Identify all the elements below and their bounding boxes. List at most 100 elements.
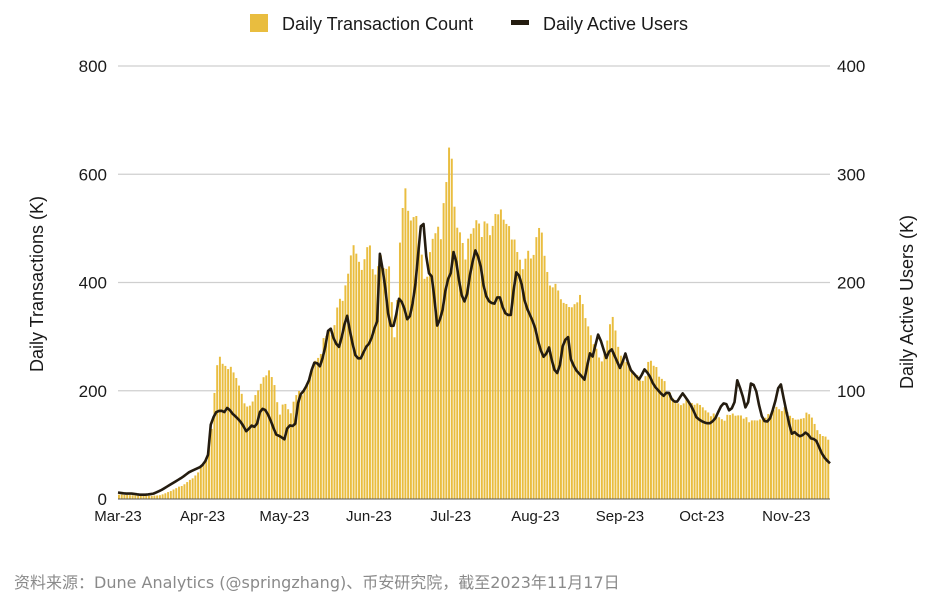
tx-bar <box>180 486 183 499</box>
tx-bar <box>355 253 358 499</box>
tx-bar <box>259 383 262 499</box>
tx-bar <box>527 250 530 499</box>
tx-bar <box>494 213 497 499</box>
tx-bar <box>276 402 279 499</box>
tx-bar <box>453 206 456 500</box>
tx-bar <box>186 482 189 499</box>
tx-bar <box>434 233 437 500</box>
tx-bar <box>565 303 568 499</box>
tx-bar <box>409 220 412 500</box>
right-axis-ticks: 100 200 300 400 <box>837 57 865 401</box>
tx-bar <box>704 410 707 499</box>
tx-bar <box>292 401 295 499</box>
x-tick-label: Jul-23 <box>430 508 471 525</box>
x-axis-ticks: Mar-23 Apr-23 May-23 Jun-23 Jul-23 Aug-23 Sep-… <box>94 508 810 525</box>
tx-bar <box>388 266 391 499</box>
tx-bar <box>456 227 459 499</box>
tx-bar <box>268 370 270 499</box>
tx-bar <box>284 403 287 499</box>
tx-bar <box>559 299 562 499</box>
tx-bar <box>205 458 208 499</box>
tx-bar <box>535 237 538 499</box>
tx-bar <box>666 391 669 499</box>
dau-line <box>117 222 831 496</box>
tx-bar <box>644 376 647 499</box>
left-tick-label: 0 <box>98 490 107 509</box>
tx-bar <box>769 415 772 499</box>
tx-bar <box>709 416 712 499</box>
tx-bar <box>720 419 723 499</box>
tx-bar <box>270 377 273 499</box>
tx-bar <box>821 436 824 499</box>
tx-bar <box>693 404 696 499</box>
tx-bar <box>750 420 753 499</box>
tx-bar <box>398 242 401 499</box>
tx-bar <box>248 405 251 499</box>
tx-bar <box>810 417 813 499</box>
transaction-bars <box>118 147 830 500</box>
tx-bar <box>363 259 366 499</box>
tx-bar <box>194 475 197 499</box>
tx-bar <box>145 495 148 499</box>
x-tick-label: Sep-23 <box>596 508 644 525</box>
tx-bar <box>169 491 172 499</box>
tx-bar <box>592 344 595 499</box>
tx-bar <box>243 403 246 499</box>
tx-bar <box>172 489 175 499</box>
tx-bar <box>428 252 431 499</box>
tx-bar <box>210 428 213 499</box>
tx-bar <box>767 414 770 499</box>
tx-bar <box>131 495 134 499</box>
tx-bar <box>238 385 240 499</box>
tx-bar <box>314 360 317 499</box>
tx-bar <box>459 232 461 499</box>
tx-bar <box>404 188 407 499</box>
legend-line-swatch <box>511 20 529 25</box>
tx-bar <box>516 252 519 499</box>
tx-bar <box>289 413 292 499</box>
tx-bar <box>636 375 639 499</box>
tx-bar <box>827 439 830 499</box>
tx-bar <box>764 417 767 499</box>
tx-bar <box>519 259 521 499</box>
tx-bar <box>819 434 822 499</box>
tx-bar <box>491 225 494 499</box>
tx-bar <box>139 495 142 499</box>
tx-bar <box>772 410 775 499</box>
tx-bar <box>418 244 421 499</box>
right-axis-title: Daily Active Users (K) <box>897 215 917 389</box>
tx-bar <box>158 495 161 499</box>
tx-bar <box>649 360 652 499</box>
right-tick-label: 300 <box>837 165 865 184</box>
tx-bar <box>216 365 219 499</box>
tx-bar <box>715 416 718 499</box>
tx-bar <box>699 404 702 499</box>
tx-bar <box>655 367 658 499</box>
x-tick-label: Oct-23 <box>679 508 724 525</box>
tx-bar <box>606 340 609 499</box>
tx-bar <box>153 495 156 499</box>
tx-bar <box>688 402 691 499</box>
tx-bar <box>543 255 546 499</box>
left-tick-label: 600 <box>79 165 107 184</box>
tx-bar <box>808 414 811 499</box>
tx-bar <box>396 300 399 499</box>
tx-bar <box>739 415 742 499</box>
tx-bar <box>120 494 123 499</box>
tx-bar <box>123 494 126 499</box>
tx-bar <box>573 304 576 499</box>
legend-bar-swatch <box>250 14 268 32</box>
tx-bar <box>619 355 622 499</box>
tx-bar <box>576 302 579 499</box>
tx-bar <box>401 207 404 500</box>
tx-bar <box>532 254 535 499</box>
tx-bar <box>718 417 721 499</box>
tx-bar <box>183 484 186 499</box>
tx-bar <box>287 409 290 499</box>
tx-bar <box>344 285 347 499</box>
tx-bar <box>759 419 762 499</box>
tx-bar <box>423 278 426 499</box>
tx-bar <box>379 255 382 499</box>
x-tick-label: May-23 <box>259 508 309 525</box>
tx-bar <box>712 413 715 499</box>
